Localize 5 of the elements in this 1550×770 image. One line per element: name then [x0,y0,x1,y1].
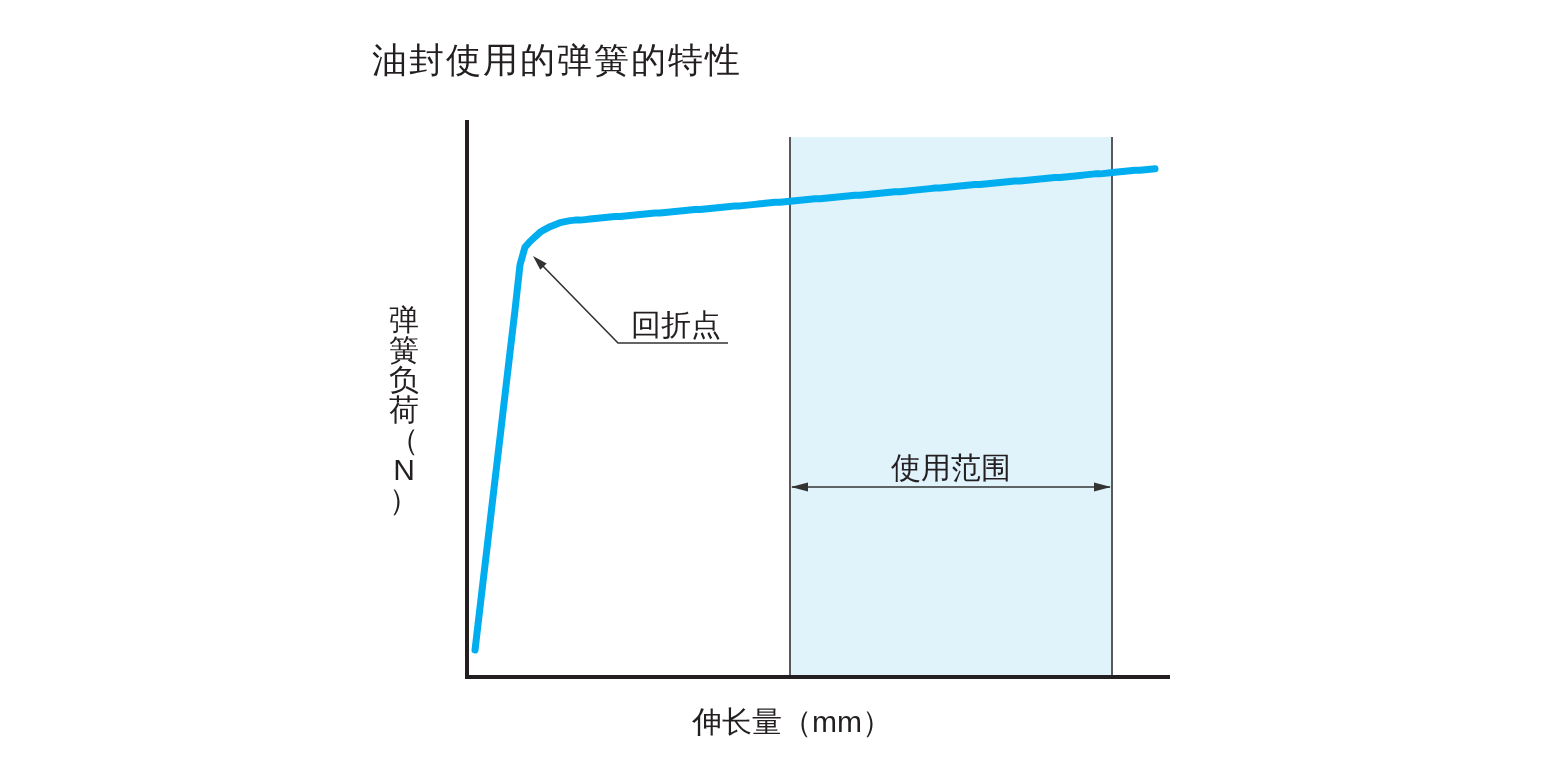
annotation: 回折点 [631,308,721,341]
x-axis-title: 伸长量（mm） [691,705,892,738]
y-axis-title: 弹簧负荷（N） [389,303,419,516]
chart-title: 油封使用的弹簧的特性 [372,40,742,79]
annotation: 使用范围 [891,451,1011,484]
